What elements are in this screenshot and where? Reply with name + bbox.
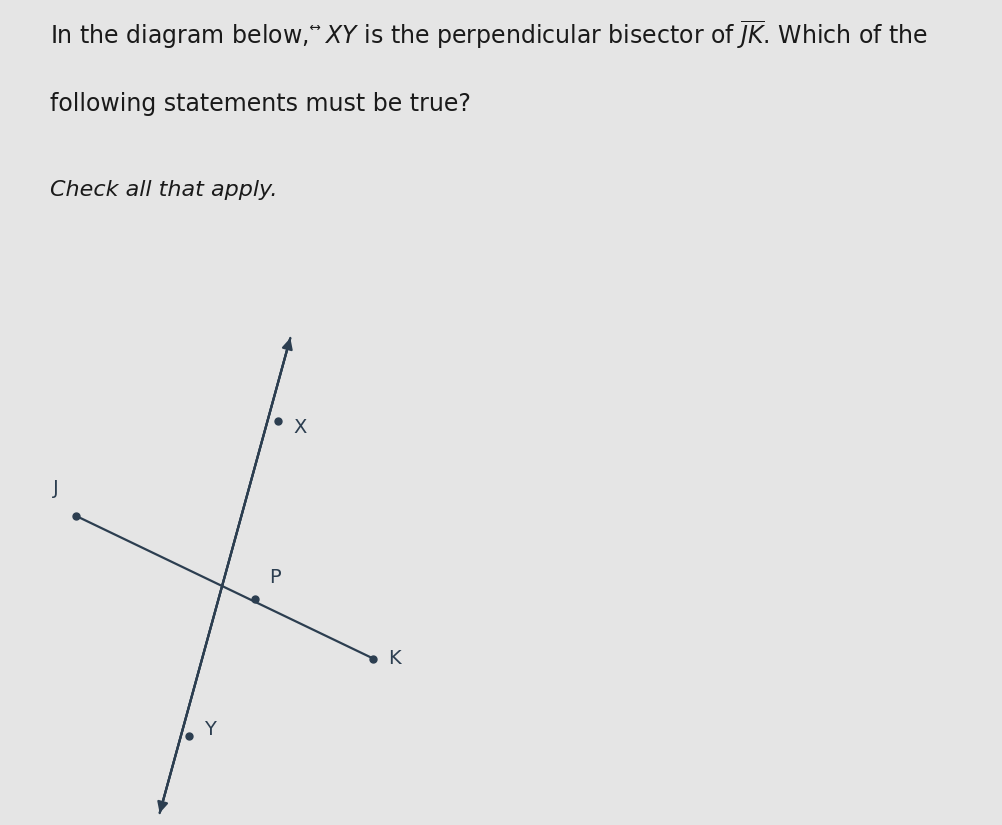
Text: In the diagram below, $\overleftrightarrow{XY}$ is the perpendicular bisector of: In the diagram below, $\overleftrightarr… (50, 18, 928, 51)
Text: Y: Y (204, 720, 215, 739)
Text: Check all that apply.: Check all that apply. (50, 180, 278, 200)
Text: following statements must be true?: following statements must be true? (50, 92, 471, 116)
Text: K: K (388, 649, 401, 668)
Text: X: X (293, 417, 307, 436)
Text: J: J (53, 479, 58, 498)
Text: P: P (270, 568, 281, 587)
